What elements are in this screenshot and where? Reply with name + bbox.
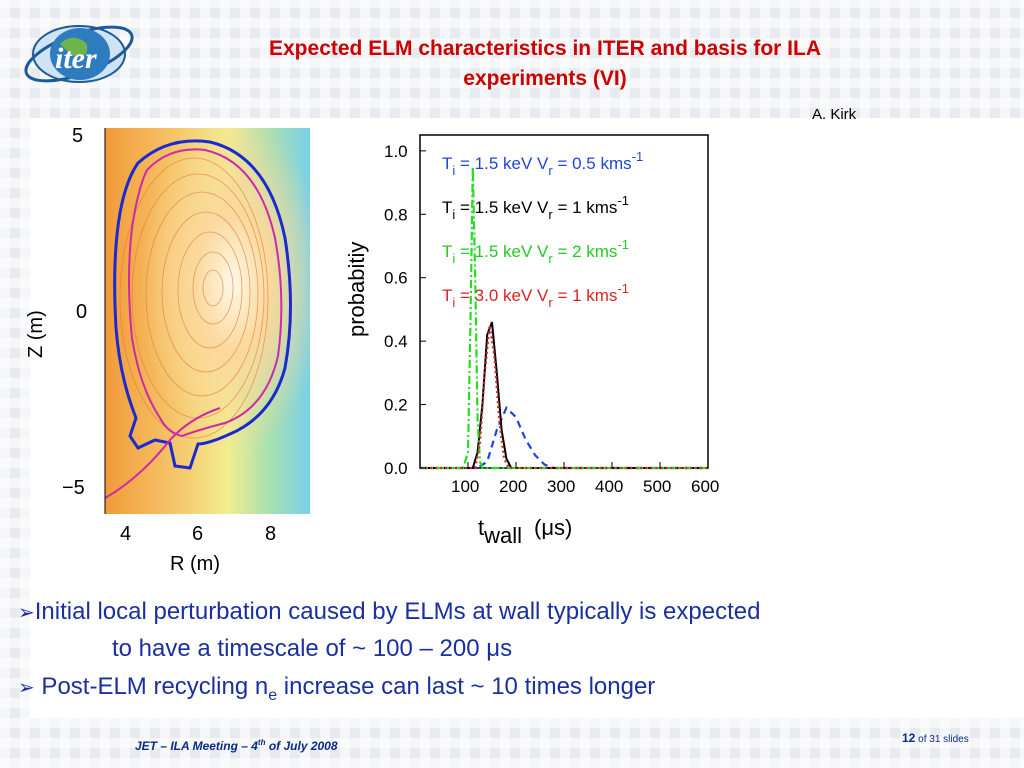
bullet-2: ➢ Post-ELM recycling ne increase can las… <box>18 672 655 711</box>
ytick-0: 0 <box>76 301 87 323</box>
equilibrium-plot: 5 0 −5 4 6 8 R (m) Z (m) <box>25 125 310 575</box>
xtick-8: 8 <box>265 523 276 545</box>
y-tick-label: 0.8 <box>384 205 408 224</box>
page-total: of 31 slides <box>915 734 969 745</box>
bullet-arrow-2: ➢ <box>18 677 35 699</box>
footer: JET – ILA Meeting – 4th of July 2008 <box>135 738 338 753</box>
xtick-6: 6 <box>192 523 203 545</box>
ytick-minus5: −5 <box>62 477 85 499</box>
x-tick-label: 600 <box>691 477 719 496</box>
x-tick-label: 300 <box>547 477 575 496</box>
bullet-2-post: increase can last ~ 10 times longer <box>277 673 656 700</box>
bullet-1: ➢Initial local perturbation caused by EL… <box>18 597 760 628</box>
tick-layer: 1.0 0.8 0.6 0.4 0.2 0.0 100 200 300 400 500 600 <box>384 142 719 496</box>
page-current: 12 <box>902 731 916 745</box>
bullet-arrow-1: ➢ <box>18 602 35 624</box>
legend-entry-2: Ti = 1.5 keV Vr = 2 kms-1 <box>442 237 629 266</box>
bullet-1-line-2: to have a timescale of ~ 100 – 200 μs <box>112 635 513 662</box>
footer-pre: JET – ILA Meeting – 4 <box>135 739 258 753</box>
legend-entry-0: Ti = 1.5 keV Vr = 0.5 kms-1 <box>442 149 643 178</box>
title-line-2: experiments (VI) <box>463 67 627 90</box>
x-axis-label: R (m) <box>170 553 220 575</box>
page-number: 12 of 31 slides <box>902 731 969 745</box>
y-tick-label: 0.0 <box>384 459 408 478</box>
series-line-0 <box>420 405 708 470</box>
chart-xlabel-sub: wall <box>483 523 522 548</box>
title-line-1: Expected ELM characteristics in ITER and… <box>269 37 821 60</box>
series-line-1 <box>420 321 708 469</box>
legend-entry-1: Ti = 1.5 keV Vr = 1 kms-1 <box>442 193 629 222</box>
legend-entry-3: Ti = 3.0 keV Vr = 1 kms-1 <box>442 281 629 310</box>
footer-sup: th <box>257 738 266 747</box>
series-layer <box>420 166 708 470</box>
y-tick-label: 0.4 <box>384 332 408 351</box>
series-line-2 <box>420 166 708 470</box>
footer-post: of July 2008 <box>265 739 338 753</box>
bullet-1-line-1: Initial local perturbation caused by ELM… <box>34 598 761 625</box>
x-tick-label: 100 <box>451 477 479 496</box>
y-tick-label: 0.2 <box>384 396 408 415</box>
xtick-4: 4 <box>120 523 131 545</box>
bullet-2-pre: Post-ELM recycling n <box>34 673 269 700</box>
x-tick-label: 400 <box>595 477 623 496</box>
x-tick-label: 200 <box>499 477 527 496</box>
ytick-5: 5 <box>72 125 83 147</box>
chart-xlabel-t: t <box>478 515 484 540</box>
probability-chart: 1.0 0.8 0.6 0.4 0.2 0.0 100 200 300 400 500 600 Ti … <box>344 134 719 548</box>
y-tick-label: 0.6 <box>384 269 408 288</box>
iter-logo: iter <box>24 25 134 83</box>
author: A. Kirk <box>812 106 857 123</box>
y-tick-label: 1.0 <box>384 142 408 161</box>
chart-x-axis-label: twall (μs) <box>478 515 572 548</box>
y-axis-label: Z (m) <box>25 310 47 358</box>
x-tick-label: 500 <box>643 477 671 496</box>
legend-layer: Ti = 1.5 keV Vr = 0.5 kms-1 Ti = 1.5 keV … <box>442 149 643 310</box>
slide-title: Expected ELM characteristics in ITER and… <box>200 34 890 94</box>
bullet-2-sub: e <box>268 686 278 704</box>
logo-text: iter <box>55 42 97 75</box>
chart-xlabel-unit: (μs) <box>534 515 572 540</box>
chart-y-axis-label: probabitiy <box>344 242 369 337</box>
